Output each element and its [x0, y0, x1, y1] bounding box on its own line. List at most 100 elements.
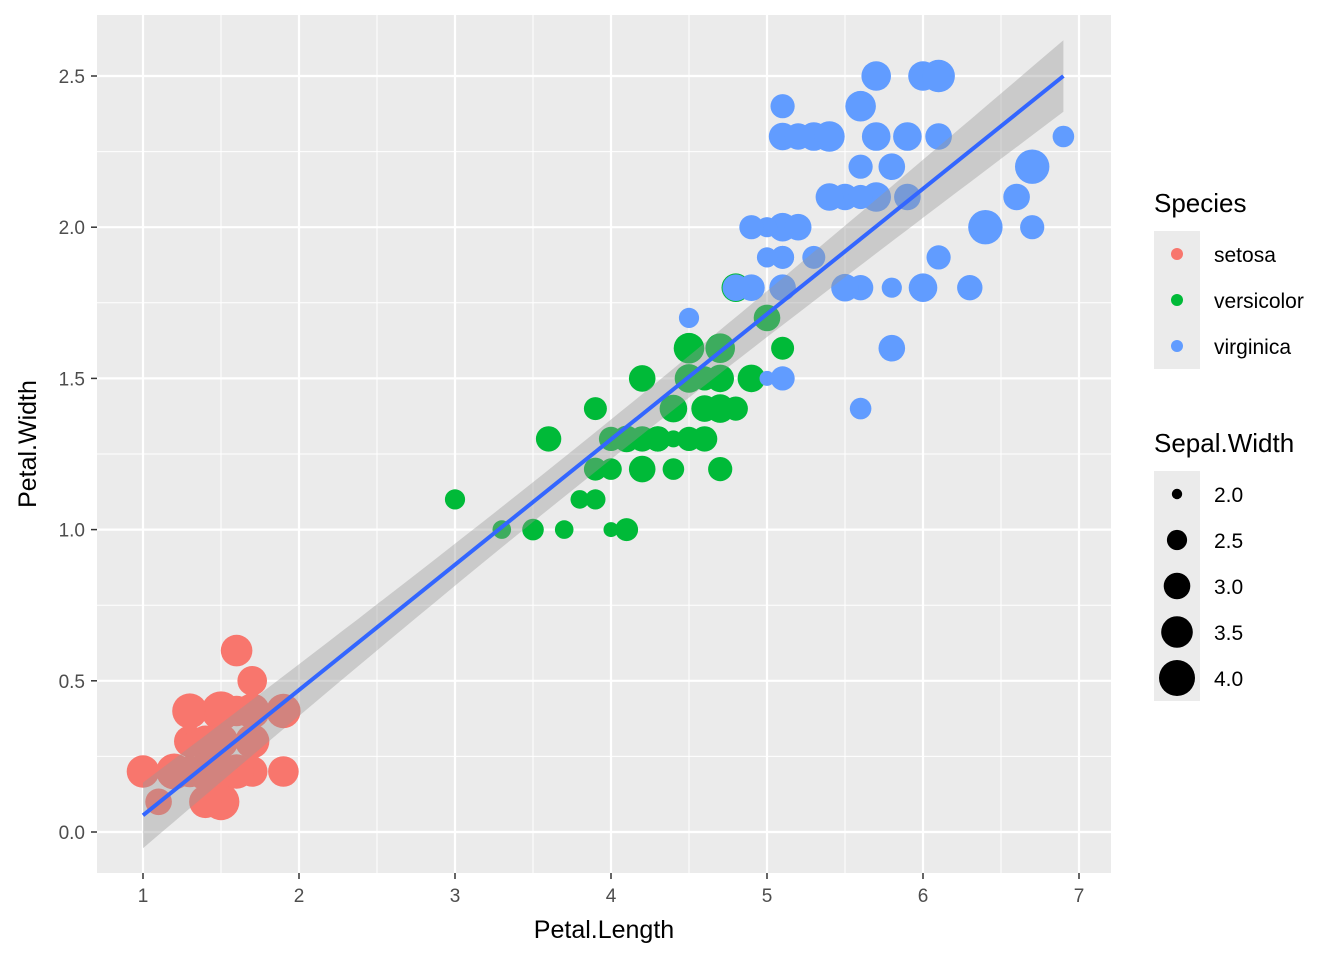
- versicolor-point: [628, 455, 656, 483]
- versicolor-point: [691, 395, 718, 422]
- virginica-point: [1014, 149, 1050, 184]
- minor-gridlines: [97, 15, 1111, 873]
- virginica-point: [878, 334, 906, 362]
- size-key: [1166, 529, 1188, 551]
- size-key: [1161, 616, 1193, 648]
- setosa-point: [205, 695, 237, 727]
- versicolor-point: [706, 364, 734, 393]
- versicolor-point: [535, 426, 562, 452]
- virginica-point: [802, 245, 826, 269]
- virginica-point: [759, 370, 775, 386]
- virginica-point: [925, 123, 952, 150]
- virginica-point: [831, 273, 859, 302]
- versicolor-point: [583, 457, 607, 481]
- virginica-point: [814, 121, 845, 152]
- versicolor-point: [723, 396, 748, 421]
- versicolor-point: [708, 457, 733, 482]
- versicolor-point: [603, 522, 619, 538]
- legend-label-virginica: virginica: [1214, 336, 1291, 359]
- sepal-width-legend: Sepal.Width 2.0 2.5 3.0 3.5 4.0: [1154, 428, 1294, 701]
- regression-fit: [141, 40, 1065, 849]
- virginica-point: [968, 210, 1003, 245]
- y-tick-label: 1.0: [59, 521, 85, 542]
- virginica-point: [722, 274, 750, 302]
- x-tick-label: 4: [606, 886, 617, 907]
- axes: 1 2 3 4 5 6 7 0.0 0.5 1.0 1.5 2.0 2.5: [59, 67, 1085, 907]
- virginica-point: [922, 59, 955, 93]
- virginica-point: [784, 213, 812, 241]
- legend-label-setosa: setosa: [1214, 244, 1276, 267]
- versicolor-point: [554, 520, 574, 539]
- virginica-point: [770, 366, 795, 391]
- size-label: 3.0: [1214, 576, 1243, 599]
- virginica-point: [893, 122, 922, 151]
- versicolor-point: [691, 426, 718, 452]
- size-key: [1159, 660, 1195, 696]
- size-key: [1163, 572, 1191, 600]
- setosa-point: [237, 666, 267, 696]
- size-label: 4.0: [1214, 668, 1243, 691]
- y-tick-label: 1.5: [59, 369, 85, 390]
- y-axis-title: Petal.Width: [14, 380, 42, 508]
- setosa-point: [190, 756, 221, 787]
- virginica-point: [894, 183, 921, 211]
- y-tick-label: 2.5: [59, 67, 85, 88]
- legend-key-setosa: [1171, 248, 1183, 260]
- sepal-width-legend-title: Sepal.Width: [1154, 428, 1294, 458]
- virginica-point: [678, 307, 700, 328]
- legend-label-versicolor: versicolor: [1214, 290, 1304, 313]
- x-tick-label: 3: [450, 886, 461, 907]
- x-tick-label: 6: [918, 886, 929, 907]
- virginica-point: [878, 153, 906, 180]
- versicolor-point: [570, 490, 590, 509]
- y-tick-label: 2.0: [59, 218, 85, 239]
- virginica-point: [1003, 183, 1030, 211]
- virginica-point: [1020, 215, 1045, 240]
- size-label: 2.0: [1214, 484, 1243, 507]
- y-tick-label: 0.5: [59, 672, 85, 693]
- virginica-point: [908, 273, 938, 303]
- versicolor-point: [628, 365, 656, 392]
- x-tick-label: 5: [762, 886, 773, 907]
- virginica-point: [770, 94, 795, 119]
- virginica-point: [926, 245, 951, 270]
- setosa-point: [192, 728, 219, 755]
- virginica-point: [861, 61, 891, 91]
- versicolor-point: [444, 489, 466, 510]
- virginica-point: [739, 215, 764, 240]
- virginica-point: [784, 123, 812, 150]
- virginica-point: [881, 277, 902, 298]
- x-axis-title: Petal.Length: [534, 916, 674, 944]
- y-tick-label: 0.0: [59, 823, 85, 844]
- virginica-point: [861, 122, 891, 151]
- regression-line: [141, 74, 1065, 817]
- size-label: 2.5: [1214, 530, 1243, 553]
- virginica-point: [848, 154, 873, 179]
- versicolor-point: [585, 489, 606, 510]
- versicolor-point: [583, 397, 607, 421]
- setosa-point: [266, 693, 301, 729]
- versicolor-point: [673, 332, 705, 364]
- virginica-point: [771, 245, 795, 269]
- virginica-point: [849, 397, 872, 420]
- x-tick-label: 2: [294, 886, 305, 907]
- legend-key-versicolor: [1171, 294, 1183, 306]
- setosa-point: [189, 785, 222, 819]
- virginica-point: [846, 92, 875, 120]
- size-key: [1171, 488, 1183, 500]
- virginica-point: [1052, 125, 1075, 148]
- virginica-point: [815, 183, 844, 211]
- legend-key-virginica: [1171, 340, 1183, 352]
- virginica-point: [957, 275, 983, 301]
- versicolor-point: [522, 518, 544, 541]
- setosa-point: [220, 634, 253, 667]
- virginica-point: [756, 247, 778, 268]
- size-label: 3.5: [1214, 622, 1243, 645]
- versicolor-point: [662, 458, 685, 480]
- versicolor-point: [600, 458, 622, 480]
- species-legend: Species setosa versicolor virginica: [1154, 188, 1304, 369]
- versicolor-point: [771, 336, 795, 360]
- species-legend-title: Species: [1154, 188, 1247, 218]
- setosa-point: [172, 693, 208, 729]
